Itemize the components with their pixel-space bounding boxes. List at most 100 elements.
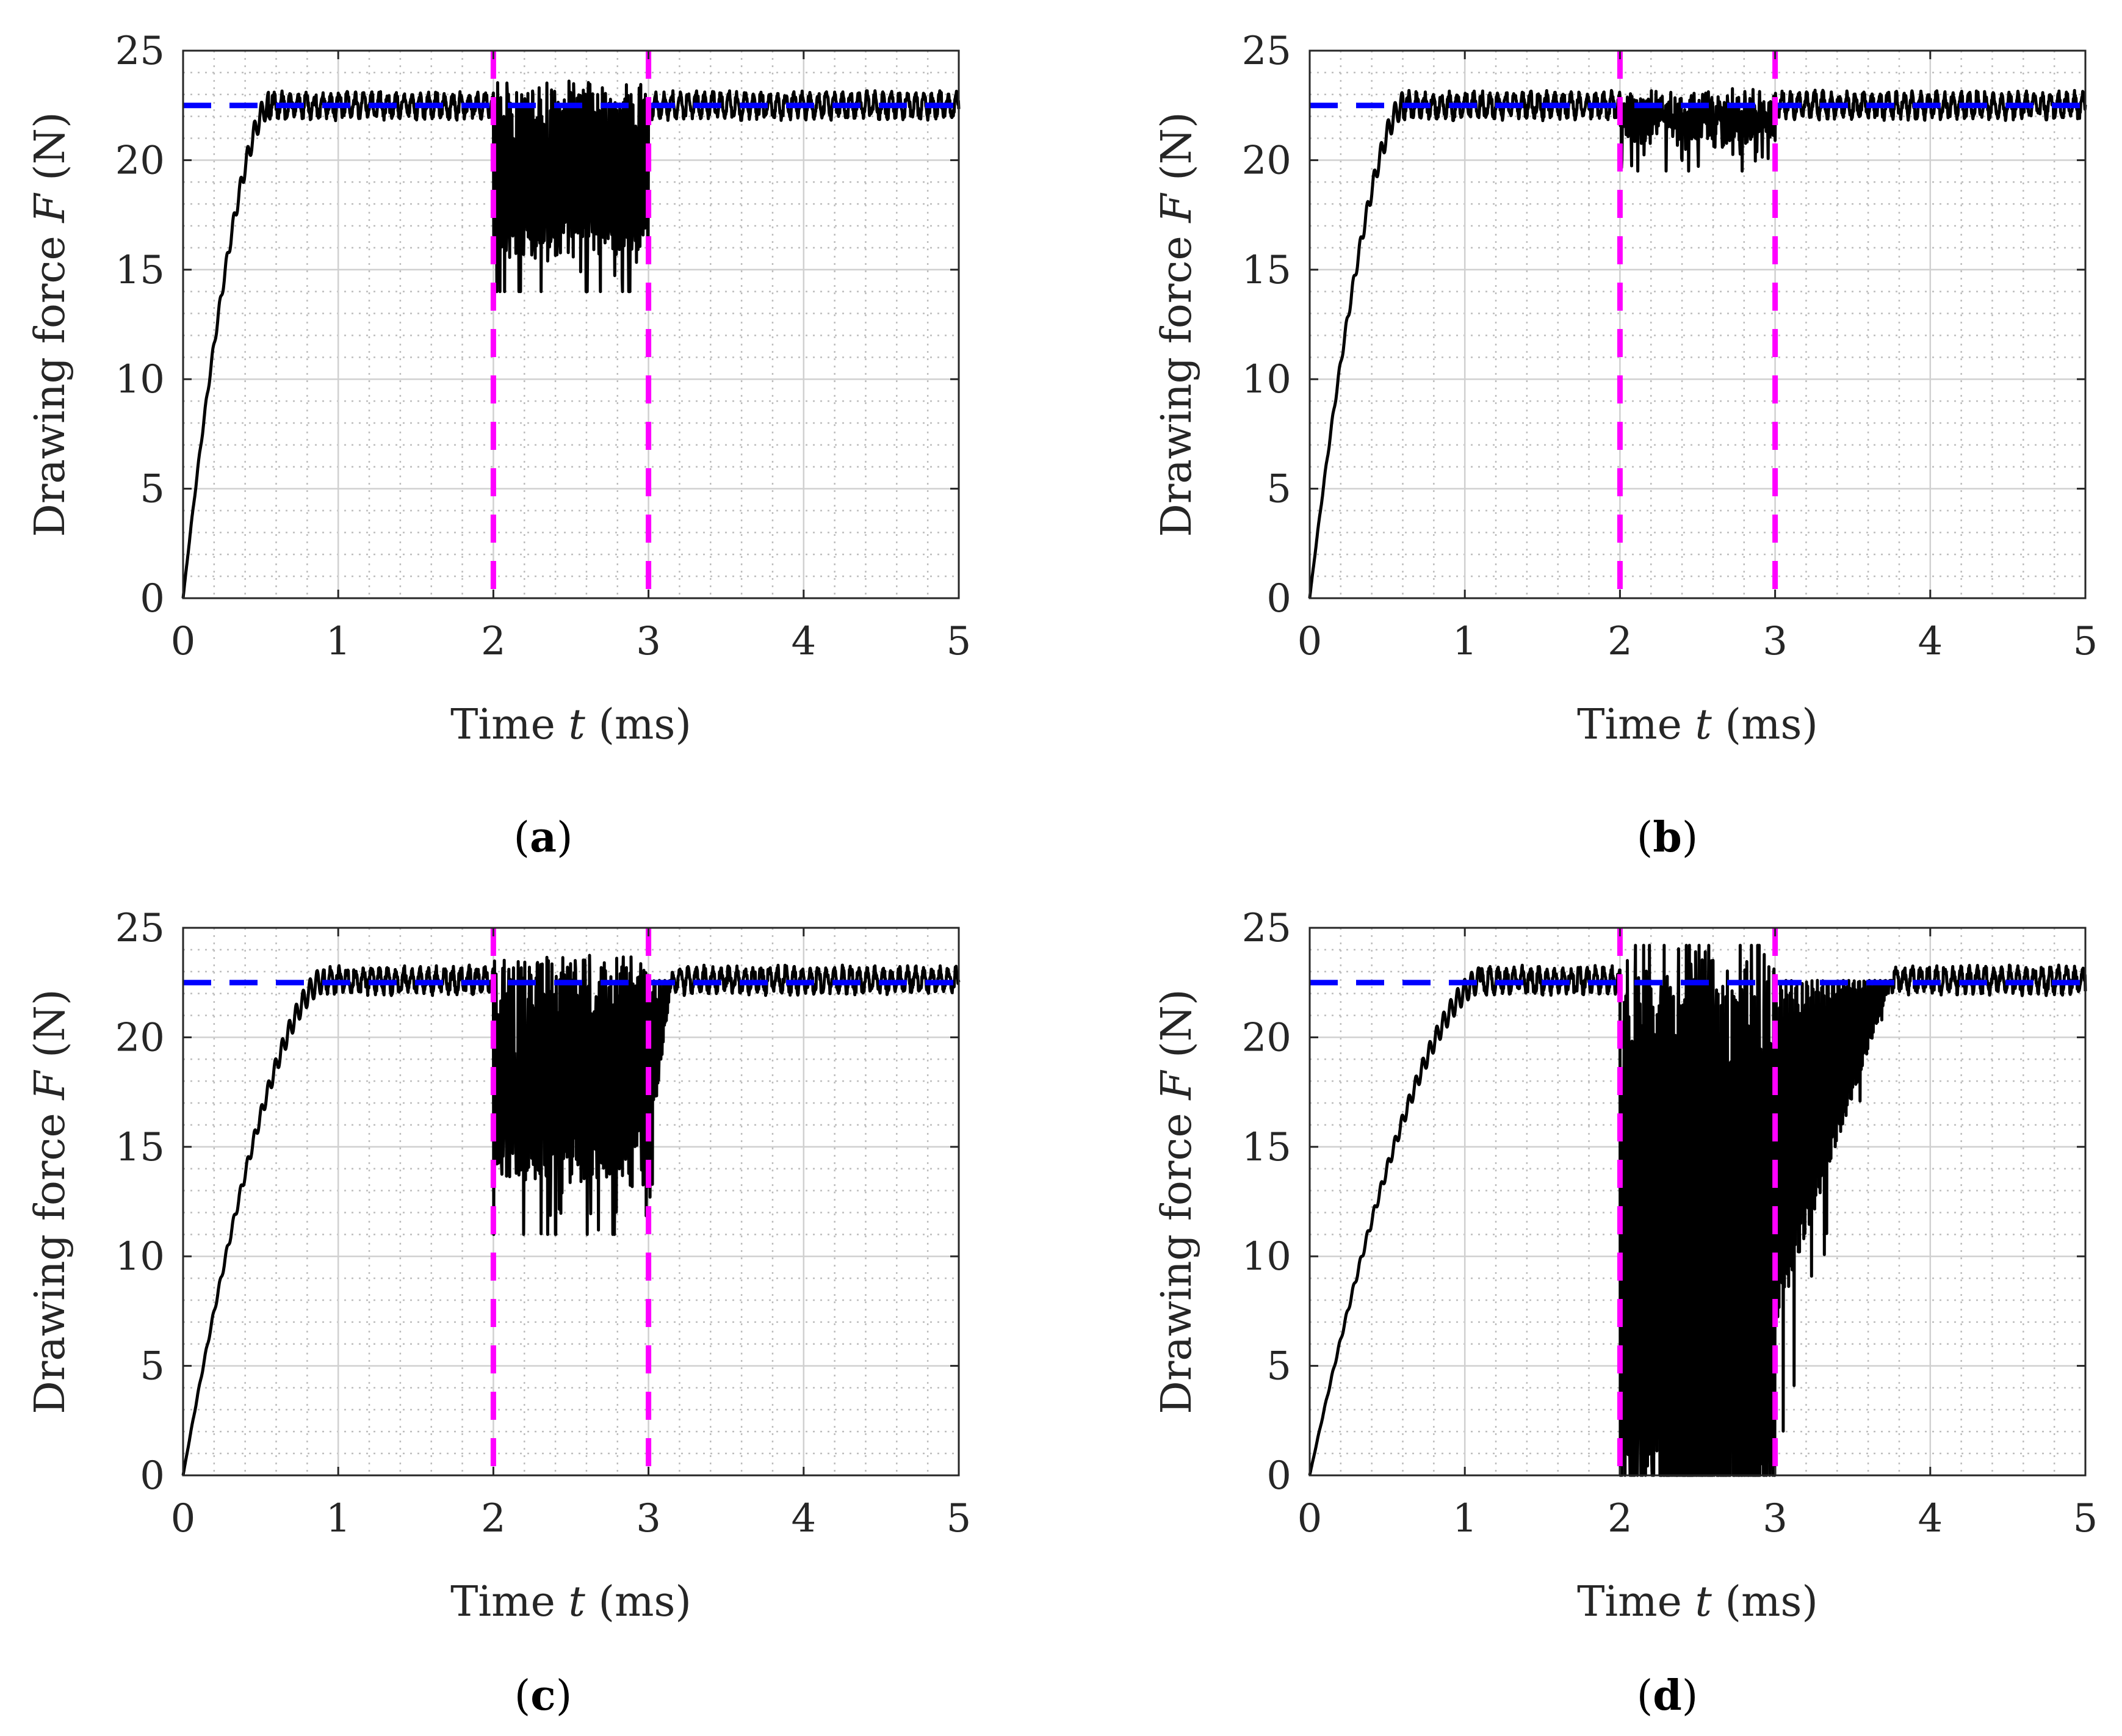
x-tick-label: 5 xyxy=(947,1496,972,1541)
x-axis-label-prefix: Time xyxy=(450,701,568,749)
y-axis-label-variable: F xyxy=(26,1069,74,1101)
x-tick-label: 3 xyxy=(1763,1496,1788,1541)
y-axis-label: Drawing force F (N) xyxy=(26,112,74,537)
panel-caption: (c) xyxy=(514,1671,572,1720)
axes-box xyxy=(182,927,960,1477)
y-axis-label-prefix: Drawing force xyxy=(26,1100,74,1414)
y-tick-label: 5 xyxy=(140,467,165,512)
x-tick-label: 2 xyxy=(1608,619,1633,664)
ticks xyxy=(182,49,960,599)
x-axis-label-prefix: Time xyxy=(450,1578,568,1626)
chart-panel-b: 0 1 2 3 4 5 0 5 10 15 20 25 Time t (ms) Drawing force… xyxy=(1153,29,2098,862)
y-tick-label: 25 xyxy=(1242,906,1291,951)
x-tick-label: 3 xyxy=(636,619,661,664)
x-tick-label: 0 xyxy=(171,1496,196,1541)
caption-letter: b xyxy=(1653,813,1682,862)
x-axis-label-unit: (ms) xyxy=(1712,1578,1818,1626)
y-tick-label: 20 xyxy=(115,1015,165,1060)
y-tick-label: 0 xyxy=(140,576,165,621)
y-tick-label: 25 xyxy=(115,29,165,74)
caption-open-paren: ( xyxy=(1637,1672,1653,1720)
axes-box xyxy=(1308,927,2087,1477)
y-tick-label: 10 xyxy=(1242,357,1291,402)
chart-panel-d: 0 1 2 3 4 5 0 5 10 15 20 25 Time t (ms) Drawing force… xyxy=(1153,906,2098,1720)
y-axis-label-variable: F xyxy=(26,192,74,224)
x-axis-label-prefix: Time xyxy=(1577,1578,1695,1626)
y-tick-label: 0 xyxy=(1266,576,1291,621)
y-axis-label-prefix: Drawing force xyxy=(26,223,74,537)
y-tick-label: 5 xyxy=(140,1344,165,1389)
panel-caption: (d) xyxy=(1637,1671,1698,1720)
x-axis-label-variable: t xyxy=(569,1578,586,1626)
y-axis-label-prefix: Drawing force xyxy=(1153,223,1201,537)
y-tick-label: 15 xyxy=(115,1125,165,1170)
y-axis-label-unit: (N) xyxy=(26,112,74,193)
panel-caption: (a) xyxy=(513,813,572,862)
x-tick-label: 2 xyxy=(481,619,506,664)
x-tick-label: 4 xyxy=(1918,619,1943,664)
y-tick-label: 10 xyxy=(1242,1234,1291,1279)
chart-panel-c: 0 1 2 3 4 5 0 5 10 15 20 25 Time t (ms) Drawing force… xyxy=(26,906,971,1720)
x-axis-label-variable: t xyxy=(569,701,586,749)
caption-open-paren: ( xyxy=(514,1672,531,1720)
x-axis-label: Time t (ms) xyxy=(1577,1578,1818,1626)
x-axis-label-variable: t xyxy=(1695,1578,1712,1626)
x-tick-label: 0 xyxy=(1297,619,1323,664)
y-axis-label-prefix: Drawing force xyxy=(1153,1100,1201,1414)
x-axis-label: Time t (ms) xyxy=(450,701,691,749)
x-tick-label: 1 xyxy=(326,619,351,664)
y-tick-label: 5 xyxy=(1266,467,1291,512)
caption-letter: a xyxy=(530,813,557,862)
x-axis-label: Time t (ms) xyxy=(1577,701,1818,749)
x-tick-label: 0 xyxy=(171,619,196,664)
x-tick-label: 5 xyxy=(2073,1496,2098,1541)
x-tick-label: 2 xyxy=(1608,1496,1633,1541)
y-axis-label: Drawing force F (N) xyxy=(1153,989,1201,1414)
x-tick-label: 4 xyxy=(1918,1496,1943,1541)
y-tick-label: 25 xyxy=(115,906,165,951)
y-tick-label: 10 xyxy=(115,357,165,402)
ticks xyxy=(182,927,960,1477)
panel-caption: (b) xyxy=(1637,813,1698,862)
caption-open-paren: ( xyxy=(513,814,530,862)
y-tick-label: 25 xyxy=(1242,29,1291,74)
x-tick-label: 2 xyxy=(481,1496,506,1541)
x-tick-label: 0 xyxy=(1297,1496,1323,1541)
x-tick-label: 3 xyxy=(1763,619,1788,664)
y-axis-label-unit: (N) xyxy=(26,989,74,1071)
caption-close-paren: ) xyxy=(557,814,573,862)
x-axis-label-variable: t xyxy=(1695,701,1712,749)
y-tick-label: 15 xyxy=(115,248,165,293)
axes-box xyxy=(182,49,960,599)
force-series-line xyxy=(1308,944,2087,1477)
y-tick-label: 0 xyxy=(1266,1453,1291,1499)
x-axis-label-unit: (ms) xyxy=(1712,701,1818,749)
force-series-line xyxy=(181,79,961,599)
y-tick-label: 15 xyxy=(1242,248,1291,293)
force-series-line xyxy=(181,953,961,1476)
x-axis-label-prefix: Time xyxy=(1577,701,1695,749)
ticks xyxy=(1308,49,2087,599)
y-axis-label-unit: (N) xyxy=(1153,989,1201,1071)
y-axis-label-variable: F xyxy=(1153,192,1201,224)
ticks xyxy=(1308,927,2087,1477)
y-tick-label: 20 xyxy=(1242,138,1291,183)
y-tick-label: 15 xyxy=(1242,1125,1291,1170)
x-tick-label: 1 xyxy=(1453,1496,1478,1541)
x-tick-label: 5 xyxy=(2073,619,2098,664)
x-tick-label: 4 xyxy=(791,1496,816,1541)
caption-letter: c xyxy=(530,1671,555,1720)
caption-close-paren: ) xyxy=(1682,814,1698,862)
x-tick-label: 4 xyxy=(791,619,816,664)
x-tick-label: 5 xyxy=(947,619,972,664)
y-tick-label: 20 xyxy=(115,138,165,183)
y-axis-label: Drawing force F (N) xyxy=(26,989,74,1414)
y-tick-label: 20 xyxy=(1242,1015,1291,1060)
y-tick-label: 5 xyxy=(1266,1344,1291,1389)
y-axis-label-variable: F xyxy=(1153,1069,1201,1101)
caption-open-paren: ( xyxy=(1637,814,1653,862)
y-tick-label: 0 xyxy=(140,1453,165,1499)
x-tick-label: 1 xyxy=(326,1496,351,1541)
axes-box xyxy=(1308,49,2087,599)
chart-panel-a: 0 1 2 3 4 5 0 5 10 15 20 25 Time t (ms) Drawing force… xyxy=(26,29,971,862)
